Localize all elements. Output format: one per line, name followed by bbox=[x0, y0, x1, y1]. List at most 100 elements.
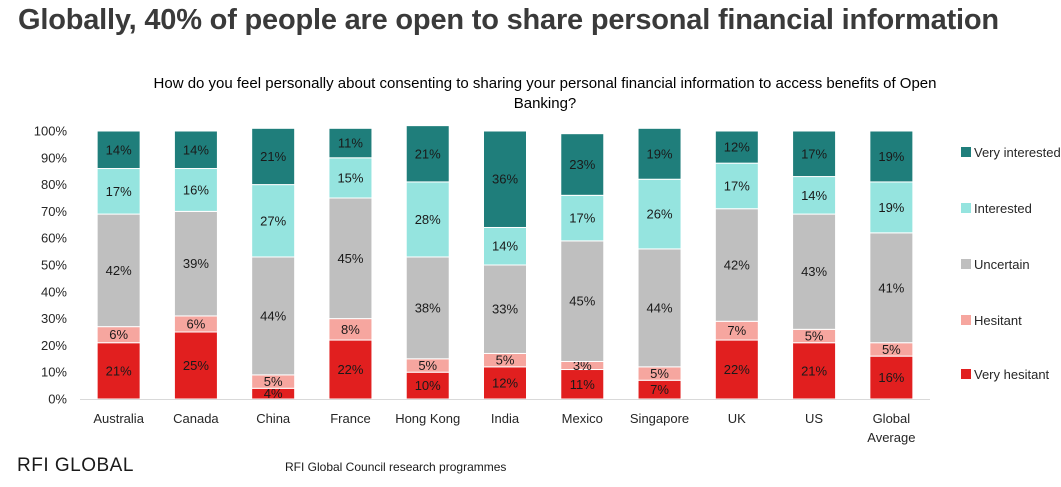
data-label: 21% bbox=[415, 146, 441, 161]
data-label: 5% bbox=[496, 353, 515, 368]
bar-segment bbox=[637, 127, 682, 180]
data-label: 10% bbox=[415, 378, 441, 393]
bar-segment bbox=[869, 130, 914, 183]
category-label: Global bbox=[873, 411, 911, 426]
bar-segment bbox=[792, 176, 837, 215]
legend-swatch bbox=[961, 259, 971, 269]
bar-segment bbox=[96, 130, 141, 170]
y-tick-label: 90% bbox=[41, 150, 67, 165]
legend-label: Uncertain bbox=[974, 257, 1030, 272]
data-label: 22% bbox=[337, 362, 363, 377]
category-label: China bbox=[256, 411, 291, 426]
data-label: 6% bbox=[109, 327, 128, 342]
y-tick-label: 70% bbox=[41, 204, 67, 219]
bar-segment bbox=[714, 208, 759, 322]
data-label: 44% bbox=[260, 308, 286, 323]
data-label: 19% bbox=[878, 200, 904, 215]
category-label: US bbox=[805, 411, 823, 426]
data-label: 21% bbox=[106, 363, 132, 378]
data-label: 38% bbox=[415, 300, 441, 315]
legend-swatch bbox=[961, 315, 971, 325]
data-label: 21% bbox=[801, 363, 827, 378]
category-label: Australia bbox=[93, 411, 144, 426]
data-label: 16% bbox=[878, 370, 904, 385]
data-label: 11% bbox=[570, 377, 595, 392]
legend-label: Very interested bbox=[974, 145, 1061, 160]
data-label: 17% bbox=[801, 146, 827, 161]
data-label: 5% bbox=[805, 329, 824, 344]
bar-segment bbox=[173, 130, 218, 170]
data-label: 17% bbox=[569, 211, 595, 226]
bar-segment bbox=[869, 181, 914, 234]
data-label: 12% bbox=[724, 140, 750, 155]
data-label: 14% bbox=[106, 142, 132, 157]
bar-segment bbox=[869, 355, 914, 400]
bar-segment bbox=[483, 264, 527, 354]
data-label: 23% bbox=[569, 157, 595, 172]
y-tick-label: 30% bbox=[41, 311, 67, 326]
data-label: 6% bbox=[187, 316, 206, 331]
legend-label: Interested bbox=[974, 201, 1032, 216]
data-label: 4% bbox=[264, 386, 283, 401]
legend-swatch bbox=[961, 203, 971, 213]
data-label: 45% bbox=[569, 294, 595, 309]
data-label: 15% bbox=[337, 170, 363, 185]
chart-question: How do you feel personally about consent… bbox=[153, 75, 937, 112]
data-label: 41% bbox=[878, 280, 904, 295]
data-label: 7% bbox=[650, 382, 669, 397]
data-label: 43% bbox=[801, 264, 827, 279]
category-label: Singapore bbox=[630, 411, 689, 426]
bar-segment bbox=[560, 194, 605, 242]
data-label: 5% bbox=[882, 342, 901, 357]
data-label: 17% bbox=[724, 178, 750, 193]
bar-segment bbox=[251, 184, 296, 258]
bar-segment bbox=[328, 127, 373, 159]
y-tick-label: 10% bbox=[41, 365, 67, 380]
data-label: 14% bbox=[492, 239, 518, 254]
data-label: 19% bbox=[647, 146, 673, 161]
data-label: 16% bbox=[183, 182, 209, 197]
bar-segment bbox=[637, 178, 682, 250]
bar-segment bbox=[792, 213, 837, 330]
data-label: 11% bbox=[338, 136, 363, 151]
data-label: 42% bbox=[724, 258, 750, 273]
legend-swatch bbox=[961, 147, 971, 157]
bar-segment bbox=[560, 133, 605, 196]
data-label: 42% bbox=[106, 263, 132, 278]
data-label: 5% bbox=[418, 358, 437, 373]
bar-segment bbox=[560, 240, 605, 362]
data-label: 39% bbox=[183, 256, 209, 271]
data-label: 36% bbox=[492, 172, 518, 187]
category-label: Canada bbox=[173, 411, 219, 426]
bar-segment bbox=[251, 127, 296, 186]
data-label: 5% bbox=[264, 374, 283, 389]
category-label: India bbox=[491, 411, 520, 426]
bar-segment bbox=[251, 256, 296, 376]
category-label: UK bbox=[728, 411, 746, 426]
bar-segment bbox=[328, 197, 373, 320]
bar-segment bbox=[328, 157, 373, 199]
data-label: 14% bbox=[801, 188, 827, 203]
y-tick-label: 20% bbox=[41, 338, 67, 353]
legend-label: Very hesitant bbox=[974, 367, 1050, 382]
y-tick-label: 40% bbox=[41, 284, 67, 299]
y-tick-label: 0% bbox=[48, 392, 67, 407]
data-label: 25% bbox=[183, 358, 209, 373]
data-label: 7% bbox=[727, 323, 746, 338]
data-label: 5% bbox=[650, 366, 669, 381]
bar-segment bbox=[405, 125, 450, 183]
legend-label: Hesitant bbox=[974, 313, 1022, 328]
data-label: 8% bbox=[341, 322, 360, 337]
y-tick-label: 100% bbox=[34, 124, 68, 139]
bar-segment bbox=[637, 248, 682, 368]
data-label: 21% bbox=[260, 149, 286, 164]
category-label: Average bbox=[867, 430, 915, 445]
bar-segment bbox=[714, 130, 759, 164]
rfi-global-logo: RFI GLOBAL bbox=[17, 455, 134, 476]
data-label: 44% bbox=[647, 300, 673, 315]
y-tick-label: 50% bbox=[41, 258, 67, 273]
data-label: 14% bbox=[183, 142, 209, 157]
bar-segment bbox=[714, 162, 759, 210]
page-title: Globally, 40% of people are open to shar… bbox=[18, 4, 999, 36]
